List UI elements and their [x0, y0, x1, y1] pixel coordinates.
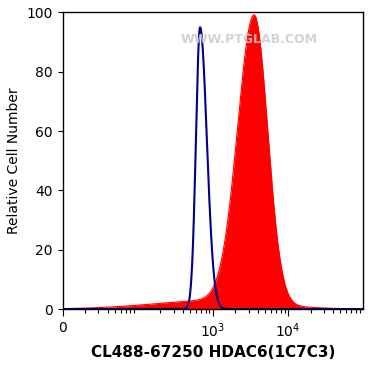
X-axis label: CL488-67250 HDAC6(1C7C3): CL488-67250 HDAC6(1C7C3): [91, 345, 335, 360]
Text: WWW.PTGLAB.COM: WWW.PTGLAB.COM: [181, 33, 317, 46]
Y-axis label: Relative Cell Number: Relative Cell Number: [7, 87, 21, 234]
